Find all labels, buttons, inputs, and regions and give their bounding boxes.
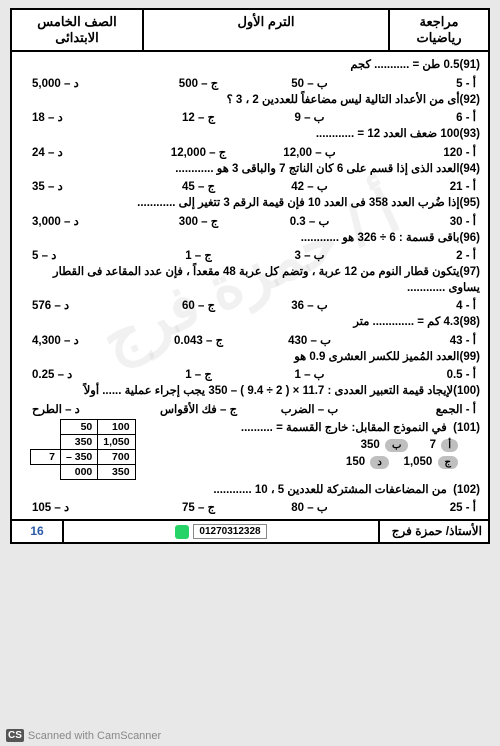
division-table: 50100 3501,050 7– 350 700 000 350 xyxy=(30,419,136,480)
option: ب – 12,00 xyxy=(254,145,365,159)
option: د – 35 xyxy=(28,179,143,193)
option: أ - 120 xyxy=(365,145,476,159)
option: ب – 3 xyxy=(254,248,365,262)
q102-opts: أ - 25ب – 80ج – 75د – 105 xyxy=(20,500,480,514)
option: ج – فك الأقواس xyxy=(143,402,254,416)
question-options: أ - الجمعب – الضربج – فك الأقواسد – الطر… xyxy=(20,402,480,416)
question-line: (98)4.3 كم = ............. متر xyxy=(20,315,480,331)
pill-d: د xyxy=(370,456,388,469)
question-line: (100)لإيجاد قيمة التعبير العددى : 11.7 ×… xyxy=(20,384,480,400)
option: أ - الجمع xyxy=(365,402,476,416)
question-options: أ - 0.5ب – 1ج – 1د – 0.25 xyxy=(20,367,480,381)
footer-phone: 01270312328 xyxy=(62,521,378,542)
option: ج – 1 xyxy=(143,367,254,381)
question-options: أ - 5ب – 50ج – 500د – 5,000 xyxy=(20,76,480,90)
option: ب – 50 xyxy=(254,76,365,90)
pill-c-val: 1,050 xyxy=(404,456,433,468)
header-subject: مراجعة رياضيات xyxy=(388,10,488,50)
q102-text: من المضاعفات المشتركة للعددين 5 ، 10 ...… xyxy=(213,484,446,496)
q102-num: (102) xyxy=(453,484,480,496)
question-options: أ - 43ب – 430ج – 0.043د – 4,300 xyxy=(20,333,480,347)
option: د – الطرح xyxy=(28,402,143,416)
scan-text: Scanned with CamScanner xyxy=(28,730,161,742)
camscanner-badge: CS Scanned with CamScanner xyxy=(6,729,161,742)
footer: الأستاذ/ حمزة فرج 01270312328 16 xyxy=(12,519,488,542)
question-line: (97)يتكون قطار النوم من 12 عربة ، وتضم ك… xyxy=(20,265,480,296)
question-line: (94)العدد الذى إذا قسم على 6 كان الناتج … xyxy=(20,162,480,178)
question-line: (99)العدد المُميز للكسر العشرى 0.9 هو xyxy=(20,350,480,366)
question-options: أ - 30ب – 0.3ج – 300د – 3,000 xyxy=(20,214,480,228)
option: د – 24 xyxy=(28,145,143,159)
content: (91)0.5 طن = ........... كجمأ - 5ب – 50ج… xyxy=(12,52,488,519)
question-line: (96)باقى قسمة : 6 ÷ 326 هو ............ xyxy=(20,231,480,247)
question-line: (93)100 ضعف العدد 12 = ............ xyxy=(20,127,480,143)
option: ج – 45 xyxy=(143,179,254,193)
option: د – 18 xyxy=(28,110,143,124)
option: أ - 6 xyxy=(365,110,476,124)
header: مراجعة رياضيات الترم الأول الصف الخامس ا… xyxy=(12,10,488,52)
header-grade: الصف الخامس الابتدائى xyxy=(12,10,142,50)
question-line: (92)أى من الأعداد التالية ليس مضاعفاً لل… xyxy=(20,93,480,109)
option: ج – 60 xyxy=(143,298,254,312)
question-options: أ - 4ب – 36ج – 60د – 576 xyxy=(20,298,480,312)
pill-b-val: 350 xyxy=(361,439,380,451)
option: ج – 0.043 xyxy=(143,333,254,347)
option: د – 4,300 xyxy=(28,333,143,347)
q101-num: (101) xyxy=(453,422,480,434)
question-options: أ - 6ب – 9ج – 12د – 18 xyxy=(20,110,480,124)
pill-c: ج xyxy=(438,456,458,469)
q101-text: في النموذج المقابل: خارج القسمة = ......… xyxy=(241,422,447,434)
question-options: أ - 120ب – 12,00ج – 12,000د – 24 xyxy=(20,145,480,159)
option: ج – 12,000 xyxy=(143,145,254,159)
option: أ - 5 xyxy=(365,76,476,90)
whatsapp-icon xyxy=(175,525,189,539)
option: أ - 30 xyxy=(365,214,476,228)
cs-icon: CS xyxy=(6,729,24,742)
option: د – 5 xyxy=(28,248,143,262)
option: أ - 43 xyxy=(365,333,476,347)
option: ب – 36 xyxy=(254,298,365,312)
option: د – 576 xyxy=(28,298,143,312)
option: ج – 500 xyxy=(143,76,254,90)
question-line: (91)0.5 طن = ........... كجم xyxy=(20,58,480,74)
footer-teacher: الأستاذ/ حمزة فرج xyxy=(378,521,488,542)
pill-d-val: 150 xyxy=(346,456,365,468)
pill-b: ب xyxy=(385,439,408,452)
option: ب – 9 xyxy=(254,110,365,124)
pill-a-val: 7 xyxy=(430,439,436,451)
option: أ - 0.5 xyxy=(365,367,476,381)
option: أ - 4 xyxy=(365,298,476,312)
option: ج – 300 xyxy=(143,214,254,228)
option: ب – الضرب xyxy=(254,402,365,416)
option: ب – 430 xyxy=(254,333,365,347)
pill-a: أ xyxy=(441,439,458,452)
option: ب – 0.3 xyxy=(254,214,365,228)
option: أ - 2 xyxy=(365,248,476,262)
header-term: الترم الأول xyxy=(142,10,388,50)
option: د – 3,000 xyxy=(28,214,143,228)
option: ج – 1 xyxy=(143,248,254,262)
option: ب – 42 xyxy=(254,179,365,193)
option: د – 0.25 xyxy=(28,367,143,381)
question-options: أ - 21ب – 42ج – 45د – 35 xyxy=(20,179,480,193)
option: ب – 1 xyxy=(254,367,365,381)
question-options: أ - 2ب – 3ج – 1د – 5 xyxy=(20,248,480,262)
footer-page: 16 xyxy=(12,521,62,542)
option: د – 5,000 xyxy=(28,76,143,90)
question-line: (95)إذا ضُرب العدد 358 فى العدد 10 فإن ق… xyxy=(20,196,480,212)
option: ج – 12 xyxy=(143,110,254,124)
option: أ - 21 xyxy=(365,179,476,193)
